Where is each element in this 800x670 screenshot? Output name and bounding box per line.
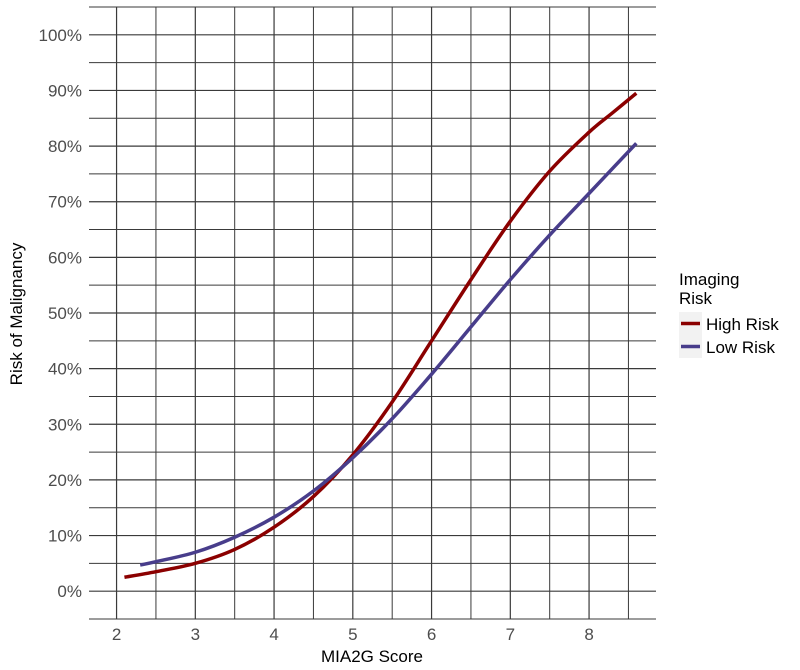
legend-label: Low Risk	[706, 338, 775, 357]
y-tick-label: 100%	[39, 26, 82, 45]
legend-items: High Risk Low Risk	[679, 312, 779, 358]
y-tick-label: 40%	[48, 360, 82, 379]
y-tick-label: 10%	[48, 527, 82, 546]
y-tick-label: 80%	[48, 137, 82, 156]
legend-item-high-risk: High Risk	[679, 312, 779, 335]
y-tick-label: 60%	[48, 248, 82, 267]
x-axis-title: MIA2G Score	[321, 647, 423, 666]
series-line-low-risk	[139, 142, 638, 567]
series-line-high-risk	[124, 91, 638, 579]
minor-gridlines	[89, 6, 656, 620]
y-tick-label: 0%	[57, 582, 82, 601]
series-lines	[124, 91, 638, 579]
legend-title-line-1: Imaging	[679, 270, 739, 289]
y-tick-label: 30%	[48, 415, 82, 434]
x-tick-label: 8	[584, 625, 593, 644]
legend-item-low-risk: Low Risk	[679, 335, 775, 358]
y-tick-label: 50%	[48, 304, 82, 323]
x-tick-label: 6	[427, 625, 436, 644]
x-tick-label: 7	[506, 625, 515, 644]
x-tick-label: 5	[348, 625, 357, 644]
y-tick-label: 90%	[48, 81, 82, 100]
y-axis-tick-labels: 0% 10% 20% 30% 40% 50% 60% 70% 80% 90% 100%	[39, 26, 82, 601]
legend: Imaging Risk High Risk Low Risk	[679, 270, 779, 358]
legend-title-line-2: Risk	[679, 289, 713, 308]
y-tick-label: 20%	[48, 471, 82, 490]
x-tick-label: 4	[269, 625, 278, 644]
major-gridlines	[89, 7, 656, 619]
y-axis-title: Risk of Malignancy	[7, 242, 26, 385]
legend-label: High Risk	[706, 315, 779, 334]
x-tick-label: 3	[191, 625, 200, 644]
y-tick-label: 70%	[48, 193, 82, 212]
x-axis-tick-labels: 2 3 4 5 6 7 8	[112, 625, 594, 644]
x-tick-label: 2	[112, 625, 121, 644]
